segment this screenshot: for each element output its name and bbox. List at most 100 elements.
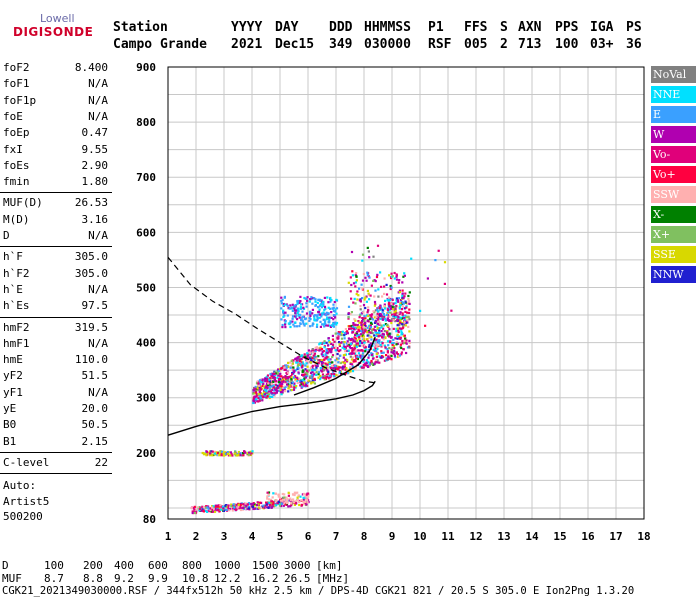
echo-point [371,345,374,348]
echo-point [358,326,361,329]
echo-point [322,376,325,379]
echo-point [283,366,286,369]
echo-point [205,454,208,457]
echo-point [273,379,277,382]
echo-point [338,371,342,374]
echo-point [327,356,330,359]
echo-point [325,351,328,354]
echo-point [395,278,399,281]
echo-point [202,510,205,513]
echo-point [229,454,232,457]
echo-point [349,347,352,350]
echo-point [393,314,396,318]
x-tick-label: 16 [581,530,595,543]
param-value: 2.15 [81,434,109,448]
echo-point [222,505,225,508]
echo-point [321,313,324,316]
echo-point [324,353,327,356]
echo-point [263,389,266,392]
echo-point [311,312,314,315]
echo-point [260,381,263,384]
echo-point [235,503,238,506]
echo-point [193,508,196,511]
echo-point [293,307,296,310]
echo-point [363,341,366,344]
echo-point [394,313,397,316]
echo-point [370,352,373,355]
echo-point [301,369,305,372]
echo-point [219,508,222,511]
echo-point [364,344,367,348]
echo-point [403,320,406,323]
echo-point [362,335,365,338]
echo-point [301,385,304,388]
echo-point [361,279,365,282]
echo-point [272,376,275,379]
echo-point [347,305,351,308]
echo-point [323,367,326,370]
echo-point [295,314,298,317]
echo-point [292,359,295,362]
echo-point [376,308,379,311]
echo-point [365,279,368,282]
echo-point [291,309,294,312]
echo-point [328,378,331,381]
echo-point [287,322,290,325]
echo-point [357,294,360,297]
echo-point [386,333,389,336]
echo-point [359,354,362,357]
echo-point [376,326,379,329]
echo-point [280,296,283,299]
echo-point [281,326,284,329]
echo-point [366,359,369,362]
echo-point [367,340,370,343]
echo-point [306,360,309,363]
echo-point [367,329,370,332]
echo-point [315,357,318,360]
echo-point [389,311,392,314]
echo-point [397,300,400,303]
echo-point [259,385,262,388]
echo-point [251,450,254,453]
echo-point [334,310,337,313]
param-name: h`Es [3,299,30,313]
echo-point [302,374,305,377]
param-name: hmE [3,353,23,367]
echo-point [294,312,297,315]
echo-point [363,315,366,318]
echo-point [293,386,296,389]
echo-point [385,354,388,357]
echo-point [311,369,314,372]
legend-item: SSE [651,246,696,263]
echo-point [391,346,394,350]
echo-point [340,334,343,337]
echo-point [328,324,331,327]
param-row: B0 50.5 [0,417,112,433]
echo-point [323,365,327,368]
echo-point [244,507,247,510]
echo-point [377,341,381,344]
echo-point [192,506,195,510]
echo-point [369,345,372,348]
echo-point [362,304,366,307]
echo-point [340,337,344,340]
muf-label: 26.5 [284,572,311,585]
echo-point [274,386,277,389]
param-name: foE [3,109,23,123]
echo-point [284,311,287,314]
echo-point [400,308,404,311]
echo-point [268,378,271,381]
echo-point [278,496,282,499]
echo-point [378,329,381,332]
echo-point [350,311,353,314]
muf-label: 9.9 [148,572,168,585]
echo-point [361,349,364,352]
echo-point [279,375,282,378]
echo-point [342,343,345,346]
echo-point [357,349,360,352]
echo-point [398,312,401,315]
echo-point [319,367,322,370]
echo-point [291,317,294,320]
echo-point [383,344,387,347]
echo-point [306,381,309,385]
